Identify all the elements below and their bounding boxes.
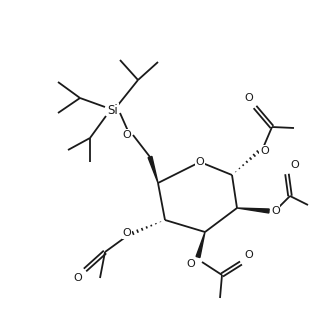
Text: O: O	[73, 273, 82, 283]
Text: O: O	[271, 206, 280, 216]
Text: Si: Si	[107, 104, 118, 117]
Text: O: O	[244, 93, 253, 103]
Text: O: O	[122, 228, 131, 238]
Text: O: O	[244, 250, 253, 260]
Text: O: O	[196, 157, 204, 167]
Text: O: O	[186, 259, 195, 269]
Polygon shape	[148, 157, 158, 183]
Polygon shape	[196, 232, 205, 258]
Text: O: O	[122, 130, 131, 140]
Text: O: O	[260, 146, 269, 156]
Polygon shape	[237, 208, 269, 213]
Text: O: O	[290, 160, 299, 170]
